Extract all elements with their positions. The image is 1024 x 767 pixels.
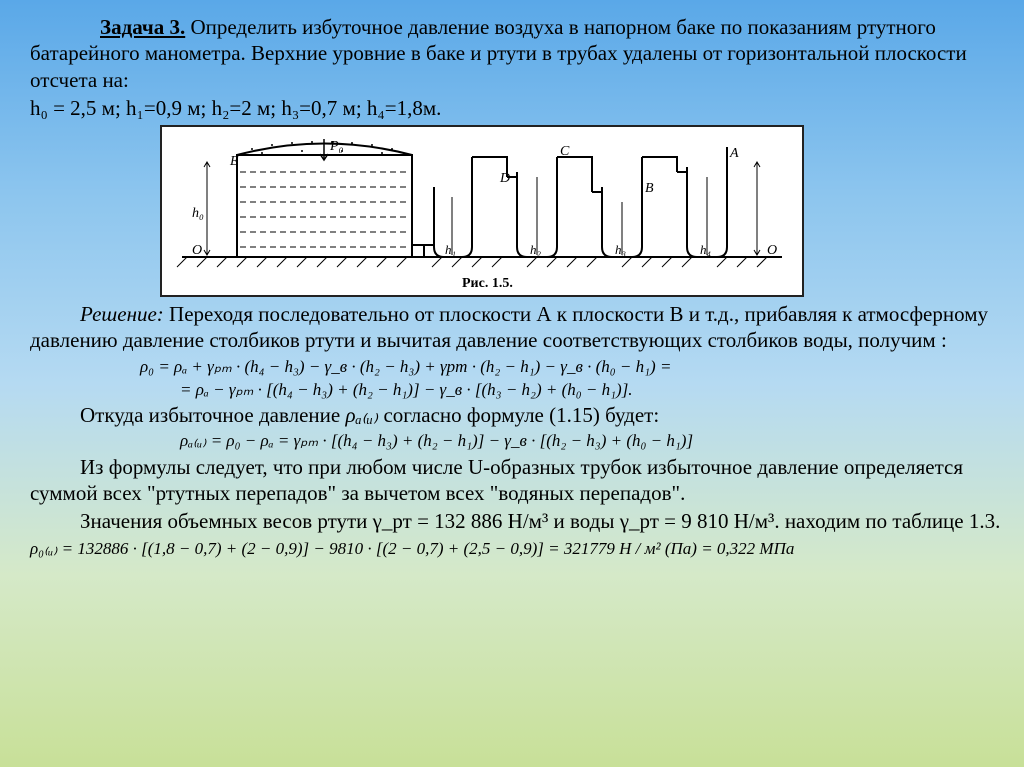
fig-label-h4: h₄ bbox=[700, 242, 712, 257]
fig-label-D: D bbox=[499, 171, 510, 186]
problem-statement: Задача 3. Определить избуточное давление… bbox=[30, 14, 1002, 93]
equation-3: ρₐ₍ᵤ₎ = ρ₀ − ρₐ = γₚₘ · [(h₄ − h₃) + (h₂… bbox=[180, 430, 1002, 451]
final-equation: ρ₀₍ᵤ₎ = 132886 · [(1,8 − 0,7) + (2 − 0,9… bbox=[30, 538, 1002, 559]
solution-label: Решение: bbox=[80, 302, 164, 326]
fig-label-C: C bbox=[560, 144, 570, 159]
after-text-2: согласно формуле (1.15) будет: bbox=[378, 403, 659, 427]
fig-label-O2: O bbox=[767, 243, 777, 258]
givens: h₀ = 2,5 м; h₁=0,9 м; h₂=2 м; h₃=0,7 м; … bbox=[30, 95, 1002, 121]
solution-intro: Решение: Переходя последовательно от пло… bbox=[30, 301, 1002, 354]
fig-label-h3: h₃ bbox=[615, 242, 626, 257]
conclusion-1: Из формулы следует, что при любом числе … bbox=[30, 454, 1002, 507]
fig-label-h2: h₂ bbox=[530, 242, 542, 257]
after-paragraph: Откуда избыточное давление ρₐ₍ᵤ₎ согласн… bbox=[30, 402, 1002, 428]
fig-label-P0: P₀ bbox=[329, 139, 344, 154]
equation-1: ρ₀ = ρₐ + γₚₘ · (h₄ − h₃) − γ_в · (h₂ − … bbox=[140, 356, 1002, 377]
fig-label-B: B bbox=[645, 181, 654, 196]
rho-ai: ρₐ₍ᵤ₎ bbox=[345, 403, 378, 427]
solution-text: Переходя последовательно от плоскости А … bbox=[30, 302, 988, 352]
equation-2: = ρₐ − γₚₘ · [(h₄ − h₃) + (h₂ − h₁)] − γ… bbox=[180, 379, 1002, 400]
fig-caption: Рис. 1.5. bbox=[462, 276, 513, 291]
fig-label-h1: h₁ bbox=[445, 242, 456, 257]
title: Задача 3. bbox=[100, 15, 185, 39]
fig-label-h0: h₀ bbox=[192, 206, 204, 221]
conclusion-2: Значения объемных весов ртути γ_рт = 132… bbox=[30, 508, 1002, 534]
fig-label-A: A bbox=[729, 146, 739, 161]
fig-label-E: E bbox=[229, 154, 239, 169]
figure-manometer: E P₀ C A D B h₀ h₁ h₂ h₃ h₄ O O Рис. 1.5… bbox=[160, 125, 804, 297]
fig-label-O1: O bbox=[192, 243, 202, 258]
after-text-1: Откуда избыточное давление bbox=[80, 403, 345, 427]
